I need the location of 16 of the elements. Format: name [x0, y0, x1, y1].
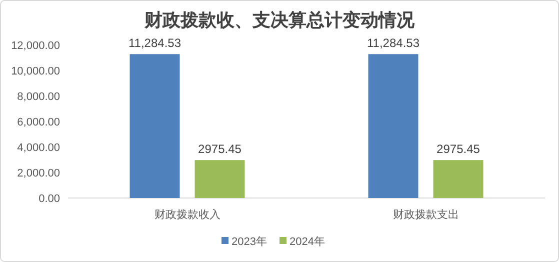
x-tick-label: 财政拨款支出 — [392, 208, 459, 221]
data-label: 11,284.53 — [367, 36, 420, 50]
data-label: 2975.45 — [198, 142, 242, 156]
y-tick-label: 8,000.00 — [17, 91, 60, 103]
y-tick-label: 0.00 — [38, 193, 60, 205]
x-tick-label: 财政拨款收入 — [154, 208, 220, 221]
y-tick-label: 4,000.00 — [17, 142, 60, 154]
data-label: 2975.45 — [436, 142, 480, 156]
y-tick-label: 12,000.00 — [11, 40, 60, 52]
chart-title: 财政拨款收、支决算总计变动情况 — [144, 10, 416, 30]
y-tick-label: 6,000.00 — [17, 116, 60, 128]
y-tick-label: 10,000.00 — [11, 66, 60, 78]
y-tick-label: 2,000.00 — [17, 168, 60, 180]
legend-label: 2024年 — [290, 236, 325, 248]
legend-label: 2023年 — [232, 236, 267, 248]
data-label: 11,284.53 — [128, 36, 182, 50]
